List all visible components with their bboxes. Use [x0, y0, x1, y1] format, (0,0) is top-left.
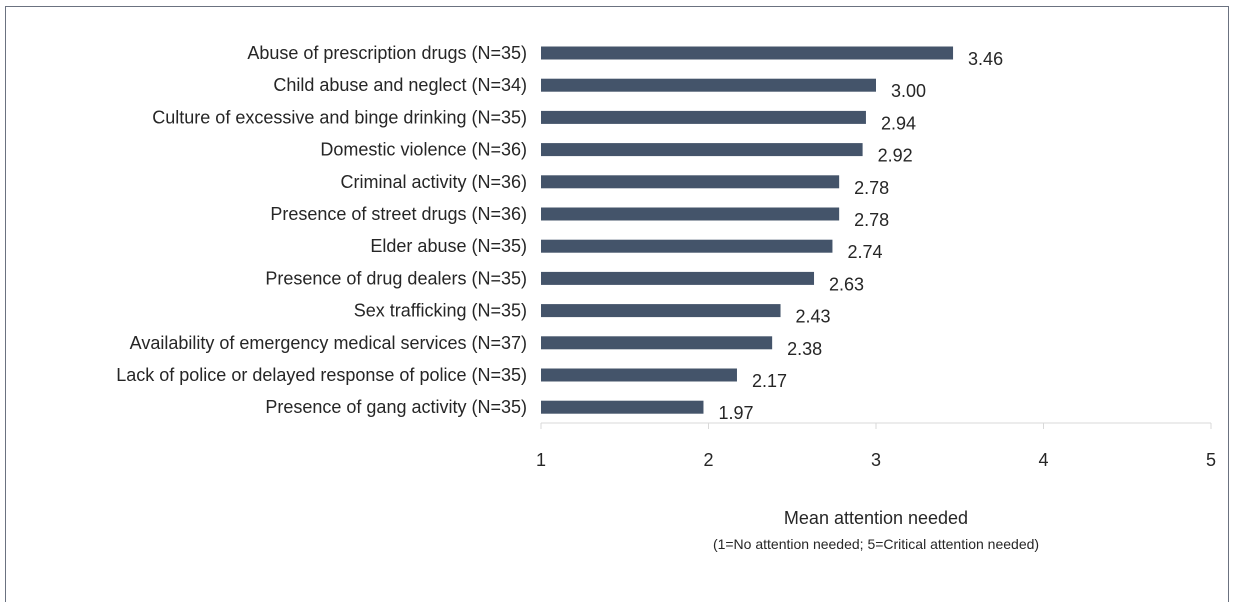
data-label: 2.43	[796, 307, 831, 327]
x-axis-title: Mean attention needed	[784, 508, 968, 528]
category-label: Elder abuse (N=35)	[370, 236, 527, 256]
data-label: 2.74	[847, 242, 882, 262]
x-tick-label: 1	[536, 450, 546, 470]
data-label: 2.94	[881, 113, 916, 133]
bar	[541, 368, 737, 382]
bar	[541, 143, 863, 157]
category-label: Child abuse and neglect (N=34)	[273, 75, 527, 95]
chart-frame	[5, 6, 1229, 602]
x-tick-label: 2	[703, 450, 713, 470]
category-label: Presence of street drugs (N=36)	[270, 204, 527, 224]
bar	[541, 304, 781, 318]
category-label: Criminal activity (N=36)	[340, 172, 527, 192]
bar	[541, 78, 876, 92]
x-tick-label: 3	[871, 450, 881, 470]
category-label: Culture of excessive and binge drinking …	[152, 107, 527, 127]
data-label: 1.97	[718, 403, 753, 423]
bar	[541, 400, 704, 414]
category-label: Availability of emergency medical servic…	[130, 333, 527, 353]
data-label: 2.38	[787, 339, 822, 359]
category-label: Abuse of prescription drugs (N=35)	[247, 43, 527, 63]
category-label: Presence of gang activity (N=35)	[265, 397, 527, 417]
bar	[541, 46, 954, 60]
bar	[541, 336, 773, 350]
bars	[541, 46, 954, 414]
x-tick-label: 4	[1038, 450, 1048, 470]
bar	[541, 175, 840, 189]
bar	[541, 207, 840, 221]
x-axis-subtitle: (1=No attention needed; 5=Critical atten…	[713, 536, 1039, 552]
data-label: 2.92	[878, 146, 913, 166]
data-label: 2.63	[829, 274, 864, 294]
data-label: 2.78	[854, 178, 889, 198]
bar	[541, 239, 833, 253]
data-label: 3.46	[968, 49, 1003, 69]
category-label: Presence of drug dealers (N=35)	[265, 268, 527, 288]
x-tick-label: 5	[1206, 450, 1216, 470]
category-label: Lack of police or delayed response of po…	[116, 365, 527, 385]
data-label: 3.00	[891, 81, 926, 101]
data-label: 2.78	[854, 210, 889, 230]
data-labels: 3.46 3.00 2.94 2.92 2.78 2.78 2.74 2.63 2.43 2.38…	[718, 49, 1003, 423]
data-label: 2.17	[752, 371, 787, 391]
x-axis-ticks: 1 2 3 4 5	[536, 423, 1216, 470]
bar	[541, 110, 866, 124]
category-labels: Abuse of prescription drugs (N=35) Child …	[116, 43, 527, 417]
category-label: Domestic violence (N=36)	[320, 140, 527, 160]
bar	[541, 271, 815, 285]
category-label: Sex trafficking (N=35)	[354, 301, 527, 321]
